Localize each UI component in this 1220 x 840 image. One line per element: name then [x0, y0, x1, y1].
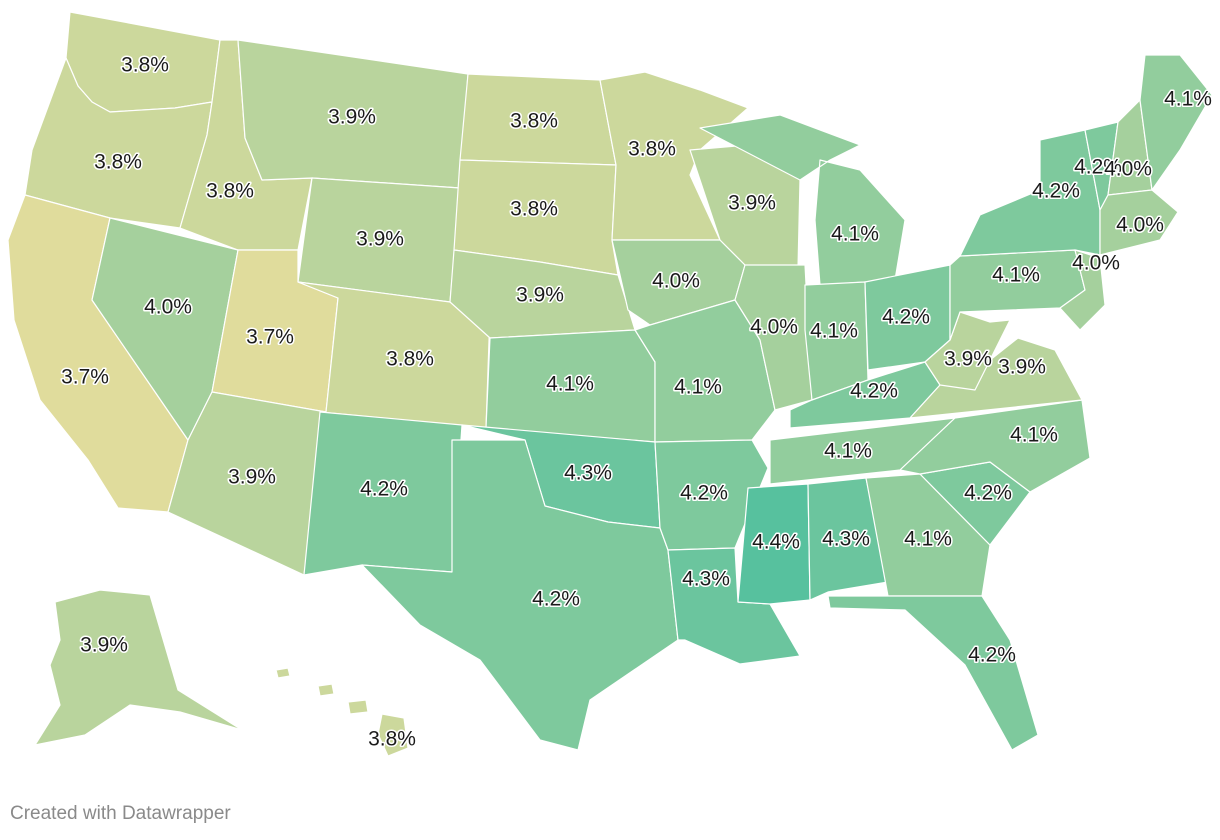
- state-value-label-co: 3.8%: [386, 348, 434, 371]
- state-la[interactable]: [667, 547, 801, 665]
- state-value-label-ca: 3.7%: [61, 366, 109, 389]
- state-value-label-sc: 4.2%: [964, 482, 1012, 505]
- state-ms[interactable]: [737, 483, 811, 605]
- state-value-label-ut: 3.7%: [246, 326, 294, 349]
- state-value-label-me: 4.1%: [1164, 88, 1212, 111]
- state-fl[interactable]: [827, 595, 1039, 751]
- state-hi[interactable]: [275, 667, 409, 757]
- state-value-label-ky: 4.2%: [850, 380, 898, 403]
- state-value-label-ga: 4.1%: [904, 528, 952, 551]
- state-value-label-ma: 4.0%: [1116, 214, 1164, 237]
- state-value-label-ar: 4.2%: [680, 482, 728, 505]
- state-ma[interactable]: [1099, 189, 1179, 256]
- us-choropleth-map: 3.8% 3.8% 3.7% 3.8% 4.0% 3.9% 3.9% 3.7% 3.9% 3.8%…: [7, 11, 1213, 757]
- state-value-label-wa: 3.8%: [121, 54, 169, 77]
- state-value-label-wv: 3.9%: [944, 348, 992, 371]
- state-value-label-ne: 3.9%: [516, 284, 564, 307]
- state-value-label-mi: 4.1%: [831, 223, 879, 246]
- state-az[interactable]: [167, 391, 327, 576]
- state-ak[interactable]: [34, 589, 243, 746]
- state-nj[interactable]: [1059, 249, 1106, 331]
- state-value-label-oh: 4.2%: [882, 306, 930, 329]
- state-value-label-ia: 4.0%: [652, 270, 700, 293]
- state-value-label-ok: 4.3%: [564, 462, 612, 485]
- state-tx[interactable]: [361, 439, 679, 751]
- state-value-label-wy: 3.9%: [356, 228, 404, 251]
- state-value-label-tn: 4.1%: [824, 440, 872, 463]
- state-il[interactable]: [734, 264, 813, 411]
- state-value-label-wi: 3.9%: [728, 192, 776, 215]
- state-value-label-mo: 4.1%: [674, 376, 722, 399]
- state-value-label-nc: 4.1%: [1010, 424, 1058, 447]
- state-value-label-la: 4.3%: [682, 568, 730, 591]
- datawrapper-credit[interactable]: Created with Datawrapper: [10, 803, 231, 824]
- state-value-label-ms: 4.4%: [752, 531, 800, 554]
- state-value-label-va: 3.9%: [998, 356, 1046, 379]
- state-value-label-vt: 4.2%: [1074, 156, 1122, 179]
- state-value-label-az: 3.9%: [228, 466, 276, 489]
- state-value-label-pa: 4.1%: [992, 264, 1040, 287]
- state-value-label-fl: 4.2%: [968, 644, 1016, 667]
- state-value-label-sd: 3.8%: [510, 198, 558, 221]
- state-value-label-ny: 4.2%: [1032, 180, 1080, 203]
- state-value-label-il: 4.0%: [750, 316, 798, 339]
- state-value-label-nj: 4.0%: [1072, 252, 1120, 275]
- state-value-label-ks: 4.1%: [546, 373, 594, 396]
- state-value-label-mn: 3.8%: [628, 138, 676, 161]
- state-value-label-id: 3.8%: [206, 180, 254, 203]
- state-value-label-nh: 4.0%: [1104, 158, 1152, 181]
- state-value-label-or: 3.8%: [94, 151, 142, 174]
- state-value-label-hi: 3.8%: [368, 728, 416, 751]
- state-value-label-tx: 4.2%: [532, 588, 580, 611]
- state-al[interactable]: [807, 477, 889, 601]
- state-value-label-ak: 3.9%: [80, 634, 128, 657]
- state-value-label-in: 4.1%: [810, 320, 858, 343]
- state-value-label-nd: 3.8%: [510, 110, 558, 133]
- state-value-label-nm: 4.2%: [360, 478, 408, 501]
- state-value-label-mt: 3.9%: [328, 106, 376, 129]
- state-value-label-al: 4.3%: [822, 528, 870, 551]
- state-nc[interactable]: [899, 399, 1091, 493]
- state-ga[interactable]: [865, 473, 991, 597]
- state-value-label-nv: 4.0%: [144, 296, 192, 319]
